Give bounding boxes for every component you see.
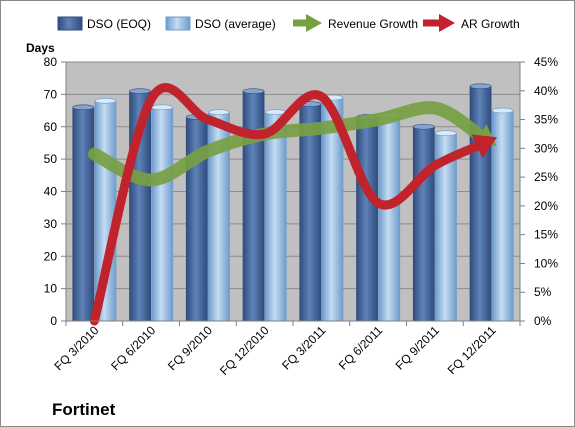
line-ar-growth [89, 83, 483, 326]
bar-dso-eoq [299, 103, 322, 322]
y-right-tick-label: 25% [534, 170, 558, 184]
bar-dso-eoq-top [413, 123, 435, 130]
y-right-tick-label: 20% [534, 199, 558, 213]
y-left-tick-label: 10 [44, 282, 58, 296]
y-left-tick-label: 30 [44, 217, 58, 231]
y-right-tick-label: 10% [534, 256, 558, 270]
y-left-tick-label: 40 [44, 185, 58, 199]
legend-label-revenue-growth: Revenue Growth [328, 17, 418, 31]
bar-dso-average [491, 110, 514, 322]
x-tick-label: FQ 9/2010 [165, 323, 215, 373]
y-right-tick-label: 35% [534, 113, 558, 127]
y-axis-title: Days [26, 41, 55, 55]
legend-label-dso-average: DSO (average) [195, 17, 276, 31]
legend-swatch-dso-average [165, 16, 191, 31]
bar-dso-eoq-top [72, 104, 95, 111]
bar-dso-eoq-top [242, 88, 265, 94]
bar-dso-eoq [412, 126, 435, 322]
legend-label-ar-growth: AR Growth [461, 17, 520, 31]
bar-dso-eoq [469, 85, 492, 322]
legend-swatch-ar-growth [423, 14, 455, 32]
bar-dso-average-top [208, 109, 230, 115]
bar-dso-eoq-top [129, 88, 151, 94]
y-right-tick-label: 45% [534, 55, 558, 69]
y-right-tick-label: 15% [534, 228, 558, 242]
y-left-tick-label: 60 [44, 120, 58, 134]
y-left-tick-label: 20 [44, 249, 58, 263]
y-right-tick-label: 0% [534, 314, 552, 328]
x-tick-label: FQ 6/2010 [108, 323, 158, 373]
bar-dso-average-top [94, 98, 117, 104]
bar-dso-average [264, 111, 287, 322]
x-tick-label: FQ 3/2011 [279, 323, 329, 373]
line-marks [87, 83, 498, 326]
x-tick-label: FQ 12/2011 [445, 323, 499, 377]
y-right-tick-label: 40% [534, 84, 558, 98]
y-left-tick-label: 0 [50, 314, 57, 328]
x-tick-label: FQ 9/2011 [393, 323, 443, 373]
axes [61, 61, 525, 326]
bar-dso-average [151, 106, 174, 322]
bar-dso-average-top [435, 130, 457, 137]
x-tick-label: FQ 3/2010 [52, 323, 102, 373]
bar-dso-average-top [491, 107, 514, 114]
y-left-tick-label: 80 [44, 55, 58, 69]
y-right-tick-label: 30% [534, 141, 558, 155]
y-left-tick-label: 70 [44, 87, 58, 101]
company-label: Fortinet [52, 400, 116, 419]
bar-dso-eoq [356, 116, 378, 322]
legend-swatch-dso-eoq [57, 16, 83, 31]
legend-label-dso-eoq: DSO (EOQ) [87, 17, 151, 31]
legend: DSO (EOQ) DSO (average) Revenue Growth A… [57, 14, 520, 32]
bar-dso-eoq [72, 106, 95, 322]
bar-dso-average-top [151, 104, 173, 111]
x-tick-label: FQ 12/2010 [217, 323, 272, 378]
bar-dso-eoq-top [469, 83, 492, 90]
line-revenue-growth [87, 101, 487, 187]
y-left-tick-label: 50 [44, 152, 58, 166]
x-tick-label: FQ 6/2011 [336, 323, 386, 373]
bar-dso-average [378, 115, 401, 322]
line-ar-growth-arrowhead [471, 134, 498, 159]
y-right-tick-label: 5% [534, 285, 552, 299]
bar-dso-eoq [242, 90, 265, 322]
legend-swatch-revenue-growth [293, 14, 322, 32]
